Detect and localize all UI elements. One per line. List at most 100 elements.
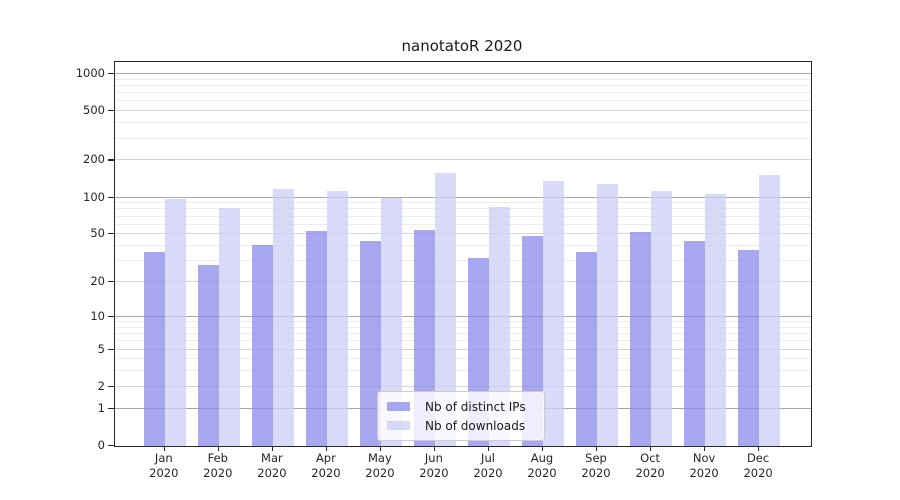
bar-downloads-dec <box>759 175 781 446</box>
y-grid-line <box>115 370 811 372</box>
bar-ips-may <box>359 241 381 446</box>
y-grid-line <box>115 159 811 161</box>
bar-downloads-jun <box>434 173 456 446</box>
x-tick-mark <box>542 446 544 451</box>
y-grid-line <box>115 326 811 328</box>
x-tick-label-feb: Feb 2020 <box>203 451 233 480</box>
x-tick-label-may: May 2020 <box>365 451 395 480</box>
y-tick-label-1000: 1000 <box>75 66 105 80</box>
x-tick-mark <box>650 446 652 451</box>
y-grid-line <box>115 100 811 102</box>
y-tick-mark <box>108 73 114 75</box>
y-tick-mark <box>108 445 114 447</box>
bar-downloads-feb <box>218 208 240 446</box>
x-tick-label-jun: Jun 2020 <box>419 451 449 480</box>
y-grid-line <box>115 315 811 317</box>
bar-ips-feb <box>197 264 219 446</box>
bar-downloads-may <box>380 197 402 446</box>
bar-ips-nov <box>684 241 706 446</box>
x-tick-mark <box>488 446 490 451</box>
legend-label: Nb of distinct IPs <box>425 399 526 414</box>
legend-label: Nb of downloads <box>425 418 526 433</box>
y-grid-line <box>115 245 811 246</box>
x-tick-label-sep: Sep 2020 <box>581 451 611 480</box>
y-tick-mark <box>108 385 114 387</box>
x-tick-mark <box>379 446 382 451</box>
y-tick-mark <box>108 233 114 235</box>
y-grid-line <box>115 110 811 112</box>
y-grid-line <box>115 85 811 86</box>
x-tick-label-nov: Nov 2020 <box>689 451 719 480</box>
x-tick-mark <box>596 446 598 451</box>
y-tick-label-2: 2 <box>97 378 105 393</box>
bar-downloads-nov <box>705 193 727 446</box>
y-grid-line <box>115 137 811 139</box>
x-tick-label-dec: Dec 2020 <box>743 451 773 480</box>
x-tick-mark <box>325 446 328 451</box>
y-grid-line <box>115 348 811 350</box>
y-grid-line <box>115 358 811 360</box>
y-grid-line <box>115 385 811 387</box>
bar-ips-apr <box>305 231 327 446</box>
legend-row-ips: Nb of distinct IPs <box>387 397 536 416</box>
y-tick-label-20: 20 <box>90 274 105 289</box>
bar-downloads-jan <box>164 198 186 446</box>
x-tick-mark <box>704 446 706 451</box>
y-grid-line <box>115 92 811 94</box>
chart-title: nanotatoR 2020 <box>401 37 523 55</box>
bar-downloads-aug <box>543 181 564 446</box>
legend: Nb of distinct IPs Nb of downloads <box>377 391 545 441</box>
y-grid-line <box>115 223 811 225</box>
y-tick-mark <box>108 348 114 350</box>
x-tick-label-aug: Aug 2020 <box>527 451 557 480</box>
y-tick-label-0: 0 <box>97 438 105 452</box>
y-grid-line <box>115 260 811 262</box>
x-tick-mark <box>758 446 760 451</box>
bar-ips-oct <box>630 232 652 446</box>
y-tick-label-500: 500 <box>83 103 105 118</box>
y-tick-mark <box>108 407 114 409</box>
y-grid-line <box>115 233 811 235</box>
x-tick-label-apr: Apr 2020 <box>311 451 341 480</box>
y-tick-label-5: 5 <box>97 341 105 356</box>
bar-downloads-mar <box>272 189 294 446</box>
bar-ips-dec <box>738 250 760 446</box>
bar-ips-sep <box>576 251 597 446</box>
x-tick-label-mar: Mar 2020 <box>257 451 287 480</box>
y-tick-label-1: 1 <box>97 400 105 415</box>
bar-downloads-oct <box>651 191 673 446</box>
y-tick-label-10: 10 <box>90 308 105 323</box>
x-tick-label-oct: Oct 2020 <box>635 451 665 480</box>
bar-downloads-sep <box>597 184 618 446</box>
y-tick-label-200: 200 <box>83 152 105 167</box>
y-grid-line <box>115 281 811 283</box>
y-grid-line <box>115 215 811 217</box>
x-tick-label-jan: Jan 2020 <box>149 451 179 480</box>
x-tick-mark <box>433 446 436 451</box>
y-grid-line <box>115 73 811 74</box>
x-tick-mark <box>163 446 165 451</box>
bar-downloads-apr <box>326 191 348 446</box>
y-grid-line <box>115 208 811 210</box>
y-grid-line <box>115 196 811 198</box>
y-tick-mark <box>108 159 114 161</box>
legend-row-downloads: Nb of downloads <box>387 416 536 435</box>
x-tick-label-jul: Jul 2020 <box>473 451 503 480</box>
legend-swatch-icon <box>387 402 410 411</box>
y-grid-line <box>115 333 811 334</box>
x-tick-mark <box>271 446 274 451</box>
bar-ips-jan <box>143 251 165 446</box>
y-grid-line <box>115 321 811 322</box>
y-tick-mark <box>108 281 114 283</box>
y-tick-mark <box>108 110 114 112</box>
bar-ips-mar <box>251 244 273 446</box>
y-grid-line <box>115 202 811 204</box>
y-grid-line <box>115 78 811 80</box>
y-tick-mark <box>108 196 114 198</box>
plot-area <box>114 61 812 447</box>
y-grid-line <box>115 122 811 124</box>
x-tick-mark <box>217 446 219 451</box>
y-tick-label-50: 50 <box>90 226 105 241</box>
y-tick-label-100: 100 <box>83 189 105 204</box>
